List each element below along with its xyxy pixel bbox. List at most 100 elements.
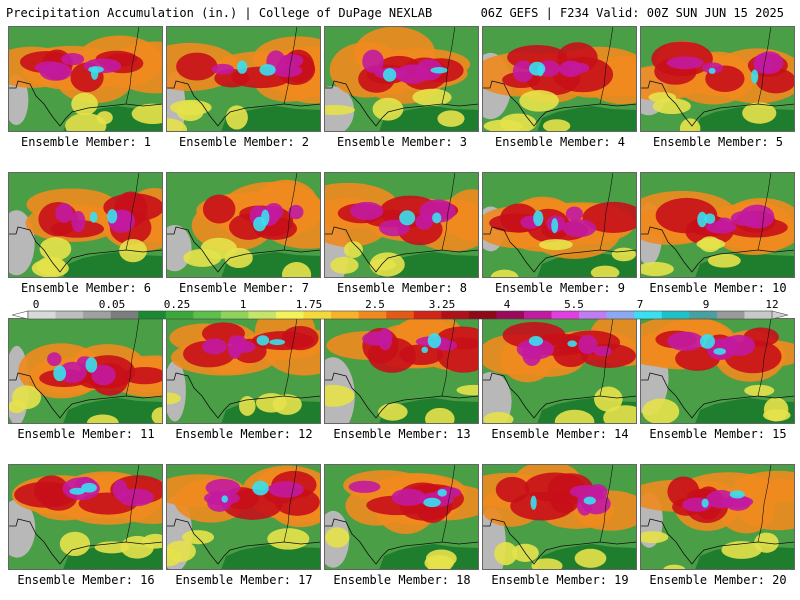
colorbar-outline: [27, 310, 773, 320]
precip-contour: [522, 342, 542, 366]
colorbar-swatch: [524, 311, 552, 319]
ensemble-member-label: Ensemble Member: 14: [491, 427, 629, 441]
precip-contour: [707, 253, 741, 268]
precip-contour: [723, 334, 756, 356]
ensemble-member-label: Ensemble Member: 2: [178, 135, 310, 149]
precip-contour: [574, 548, 607, 568]
precip-contour: [236, 60, 248, 74]
precip-contour: [763, 397, 789, 422]
coastline-border: [324, 80, 479, 127]
precip-contour: [112, 479, 128, 500]
panel-frame: [482, 26, 637, 132]
precip-contour: [699, 333, 715, 349]
precip-contour: [430, 66, 448, 74]
precip-contour: [708, 67, 716, 74]
ensemble-member-label: Ensemble Member: 16: [17, 573, 155, 587]
state-border: [125, 318, 140, 397]
precip-map-panel: [324, 172, 479, 278]
ensemble-member-label: Ensemble Member: 4: [494, 135, 626, 149]
panel-frame: [8, 464, 163, 570]
coastline-border: [640, 372, 795, 419]
precip-map-panel: [166, 26, 321, 132]
state-border: [757, 464, 772, 543]
precip-contour: [221, 495, 228, 503]
panel-frame: [8, 172, 163, 278]
colorbar-tick-label: 4: [504, 298, 511, 311]
colorbar-swatch: [496, 311, 525, 319]
colorbar-tick-label: 0.25: [164, 298, 191, 311]
precip-map: [166, 464, 321, 570]
panel-frame: [482, 172, 637, 278]
precip-contour: [412, 88, 452, 106]
colorbar-swatch: [165, 311, 194, 319]
precip-contour: [425, 407, 455, 424]
precip-contour: [432, 212, 442, 224]
colorbar-swatch: [744, 311, 773, 319]
precip-contour: [667, 331, 704, 351]
precip-contour: [593, 345, 612, 357]
ensemble-member-label: Ensemble Member: 11: [17, 427, 155, 441]
precip-contour: [437, 110, 465, 127]
precip-map: [166, 172, 321, 278]
coastline-border: [166, 518, 321, 565]
precip-contour: [279, 53, 304, 68]
panel-frame: [640, 172, 795, 278]
colorbar-swatch: [413, 311, 442, 319]
ensemble-member-label: Ensemble Member: 1: [20, 135, 152, 149]
precip-contour: [181, 530, 215, 545]
precip-contour: [369, 258, 397, 271]
precip-contour: [554, 409, 595, 424]
ensemble-member-label: Ensemble Member: 13: [333, 427, 471, 441]
ensemble-member-label: Ensemble Member: 9: [494, 281, 626, 295]
coastline-border: [482, 226, 637, 273]
precip-map-panel: [324, 318, 479, 424]
state-border: [283, 26, 298, 105]
precip-contour: [512, 60, 534, 83]
state-border: [757, 26, 772, 105]
precip-contour: [538, 239, 573, 251]
colorbar-tick-label: 0: [33, 298, 40, 311]
precip-contour: [90, 66, 99, 80]
precip-contour: [427, 333, 442, 349]
precip-contour: [755, 51, 784, 75]
precipitation-colorbar: 0 0.05 0.25 1 1.75 2.5 3.25 4 5.5 7 9 12: [11, 298, 789, 320]
precip-contour: [11, 385, 42, 410]
precip-contour: [567, 340, 578, 347]
precip-contour: [183, 248, 222, 267]
precip-map: [166, 26, 321, 132]
precip-contour: [107, 209, 118, 224]
colorbar-swatch: [276, 311, 304, 319]
precip-contour: [456, 384, 479, 396]
colorbar-tick-label: 7: [637, 298, 644, 311]
precip-map-panel: [640, 172, 795, 278]
precip-contour: [742, 102, 777, 124]
precip-contour: [324, 384, 355, 407]
panel-frame: [640, 26, 795, 132]
state-border: [599, 318, 614, 397]
precip-contour: [288, 204, 304, 220]
precip-contour: [36, 256, 66, 276]
precip-contour: [71, 210, 86, 233]
precip-map-panel: [166, 318, 321, 424]
colorbar-swatch: [579, 311, 607, 319]
precip-contour: [362, 49, 384, 73]
precip-contour: [494, 541, 518, 566]
precip-contour: [122, 367, 163, 385]
state-border: [283, 318, 298, 397]
precip-contour: [325, 527, 350, 548]
gulf-area: [221, 544, 321, 570]
precip-contour: [565, 206, 583, 221]
precip-map: [324, 318, 479, 424]
precip-contour: [551, 218, 559, 234]
colorbar-swatch: [634, 311, 663, 319]
colorbar-swatch: [661, 311, 690, 319]
precip-map: [482, 26, 637, 132]
state-border: [441, 172, 456, 251]
coastline-border: [482, 518, 637, 565]
colorbar-swatch: [248, 311, 277, 319]
precip-contour: [53, 365, 67, 382]
panel-frame: [324, 464, 479, 570]
precip-map-panel: [640, 464, 795, 570]
precip-contour: [398, 344, 444, 366]
precip-contour: [666, 56, 704, 70]
